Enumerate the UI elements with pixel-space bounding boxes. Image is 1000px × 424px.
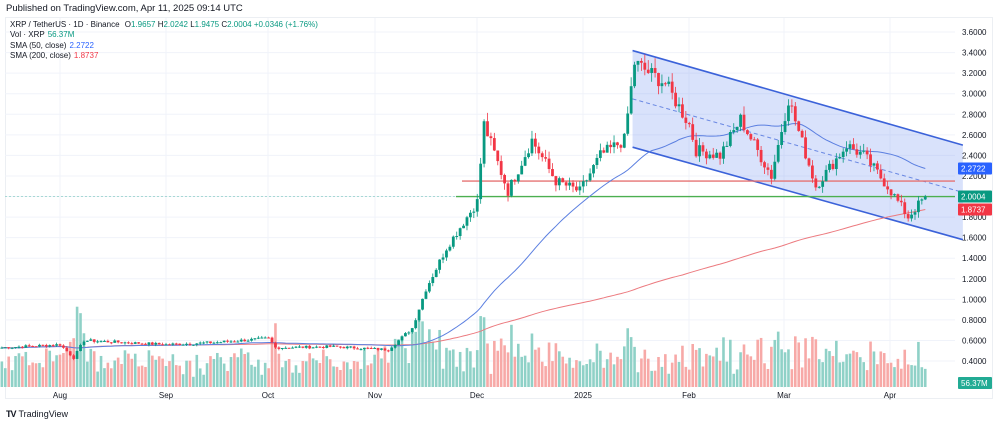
sma50-value: 2.2722	[69, 40, 94, 50]
close-value: 2.0004	[227, 20, 252, 29]
price-tag-volume: 56.37M	[958, 377, 992, 389]
svg-text:1.8737: 1.8737	[961, 206, 986, 215]
price-tag-sma-50: 2.2722	[958, 162, 992, 175]
svg-text:1.6000: 1.6000	[962, 234, 987, 243]
svg-text:Aug: Aug	[53, 391, 67, 400]
candles	[0, 54, 927, 361]
svg-text:3.2000: 3.2000	[962, 69, 987, 78]
volume-bars	[0, 306, 927, 387]
open-label: O	[124, 20, 131, 29]
chart-legend: XRP / TetherUS · 1D · Binance O1.9657 H2…	[10, 20, 318, 62]
svg-text:Nov: Nov	[368, 391, 382, 400]
legend-volume-row[interactable]: Vol · XRP 56.37M	[10, 30, 318, 40]
legend-sma50-row[interactable]: SMA (50, close) 2.2722	[10, 41, 318, 51]
volume-value: 56.37M	[47, 30, 75, 40]
svg-text:3.0000: 3.0000	[962, 90, 987, 99]
svg-text:0.4000: 0.4000	[962, 357, 987, 366]
svg-text:Sep: Sep	[159, 391, 174, 400]
change-value: +0.0346 (+1.76%)	[253, 20, 318, 29]
close-label: C	[221, 20, 228, 29]
legend-sma200-row[interactable]: SMA (200, close) 1.8737	[10, 51, 318, 61]
open-value: 1.9657	[131, 20, 156, 29]
time-axis: Aug Sep Oct Nov Dec 2025 Feb Mar Apr	[53, 391, 897, 400]
svg-text:Apr: Apr	[884, 391, 897, 400]
svg-text:2.4000: 2.4000	[962, 151, 987, 160]
published-note: Published on TradingView.com, Apr 11, 20…	[6, 3, 243, 14]
legend-symbol[interactable]: XRP / TetherUS · 1D · Binance	[10, 20, 120, 29]
low-value: 1.9475	[194, 20, 220, 29]
svg-text:1.4000: 1.4000	[962, 254, 987, 263]
svg-text:Oct: Oct	[262, 391, 275, 400]
sma200-label: SMA (200, close)	[10, 51, 71, 61]
svg-text:56.37M: 56.37M	[961, 379, 988, 388]
svg-text:Feb: Feb	[682, 391, 696, 400]
svg-text:1.0000: 1.0000	[962, 295, 987, 304]
price-tag-sma-200: 1.8737	[958, 203, 992, 216]
svg-text:3.6000: 3.6000	[962, 28, 987, 37]
sma200-value: 1.8737	[73, 51, 99, 61]
svg-text:0.8000: 0.8000	[962, 316, 987, 325]
svg-text:2.0004: 2.0004	[961, 192, 986, 201]
tradingview-logo[interactable]: TV TradingView	[6, 409, 68, 419]
legend-ohlc-row: XRP / TetherUS · 1D · Binance O1.9657 H2…	[10, 20, 318, 30]
tradingview-logo-text: TradingView	[18, 409, 69, 419]
svg-text:Dec: Dec	[470, 391, 484, 400]
high-label: H	[157, 20, 164, 29]
svg-text:2.8000: 2.8000	[962, 110, 987, 119]
svg-text:2025: 2025	[574, 391, 592, 400]
svg-text:1.2000: 1.2000	[962, 275, 987, 284]
price-axis: 3.6000 3.4000 3.2000 3.0000 2.8000 2.6000 2.40…	[962, 28, 987, 366]
high-value: 2.0242	[163, 20, 188, 29]
svg-text:Mar: Mar	[777, 391, 791, 400]
descending-channel	[632, 49, 964, 241]
chart-frame	[5, 17, 993, 399]
svg-text:2.2722: 2.2722	[961, 165, 986, 174]
svg-text:3.4000: 3.4000	[962, 49, 987, 58]
svg-text:2.6000: 2.6000	[962, 131, 987, 140]
tradingview-logo-icon: TV	[6, 409, 16, 419]
low-label: L	[190, 20, 195, 29]
sma50-label: SMA (50, close)	[10, 40, 67, 50]
volume-label: Vol · XRP	[10, 30, 45, 40]
price-tag-last-price: 2.0004	[958, 190, 992, 203]
svg-text:2.2000: 2.2000	[962, 172, 987, 181]
svg-text:1.8000: 1.8000	[962, 213, 987, 222]
svg-text:0.6000: 0.6000	[962, 336, 987, 345]
